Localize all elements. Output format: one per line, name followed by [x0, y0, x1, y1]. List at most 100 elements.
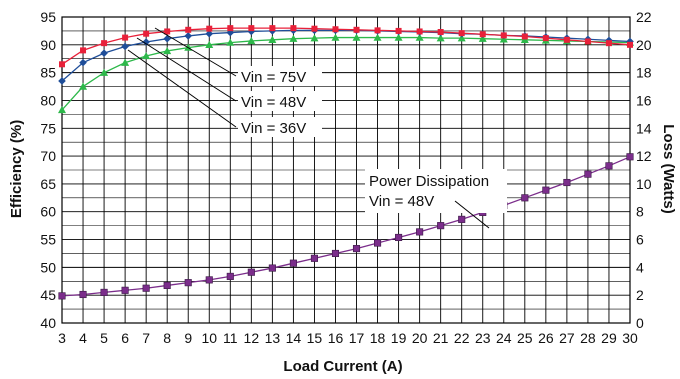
series-0-point-4	[143, 30, 150, 37]
annotation-75v: Vin = 75V	[241, 69, 306, 86]
y-tick-8: 80	[40, 92, 56, 108]
series-2-point-20	[478, 34, 487, 42]
x-tick-24: 27	[559, 330, 575, 346]
x-tick-labels: 3 4 5 6 7 8 9 10 11 12 13 14 15 16 17 18 19 20 21 22 23 24 25 2…	[58, 330, 638, 346]
series-1-point-4	[142, 38, 150, 46]
x-tick-1: 4	[79, 330, 87, 346]
x-tick-23: 26	[538, 330, 554, 346]
series-line-0	[61, 27, 631, 65]
series-2-point-0	[58, 105, 66, 114]
series-0-point-24	[563, 36, 570, 43]
series-3-point-17	[416, 228, 424, 236]
series-0-point-13	[332, 26, 339, 33]
y2-tick-4: 8	[636, 204, 644, 220]
annotations: Vin = 75V Vin = 48V Vin = 36V Power Diss…	[127, 27, 507, 229]
y-tick-10: 90	[40, 37, 56, 53]
series-3-point-1	[79, 290, 87, 299]
series-0-point-5	[164, 28, 171, 35]
series-0-point-15	[374, 27, 381, 34]
series-3-point-10	[268, 264, 276, 272]
y2-tick-9: 18	[636, 65, 652, 81]
annotation-power-line2: Vin = 48V	[369, 193, 434, 210]
y-tick-3: 55	[40, 232, 56, 248]
series-3-point-6	[184, 279, 192, 287]
x-tick-18: 21	[433, 330, 449, 346]
series-2-point-12	[310, 34, 319, 42]
series-2-point-14	[352, 33, 361, 41]
series-3-point-22	[521, 194, 529, 202]
series-2	[58, 33, 634, 114]
series-0-point-23	[542, 35, 549, 42]
y-tick-5: 65	[40, 176, 56, 192]
y-tick-9: 85	[40, 65, 56, 81]
annotation-48v: Vin = 48V	[241, 94, 306, 111]
x-tick-26: 29	[601, 330, 617, 346]
y-tick-11: 95	[40, 9, 56, 25]
series-3-point-4	[142, 284, 150, 292]
y2-tick-11: 22	[636, 9, 652, 25]
series-2-point-16	[394, 33, 403, 41]
series-3-point-18	[437, 222, 445, 230]
y2-tick-1: 2	[636, 287, 644, 303]
series-2-point-19	[457, 34, 466, 42]
leader-36v	[127, 49, 237, 128]
series-0-point-0	[59, 61, 65, 68]
leader-power	[454, 200, 490, 229]
series-3-point-15	[374, 239, 382, 247]
x-tick-12: 15	[307, 330, 323, 346]
series-0-point-3	[122, 34, 129, 41]
y-axis-title: Efficiency (%)	[8, 120, 25, 218]
series-2-point-4	[142, 51, 151, 60]
y2-tick-5: 10	[636, 176, 652, 192]
series-3-point-14	[352, 245, 361, 253]
series-1-point-7	[205, 29, 214, 38]
x-tick-2: 5	[100, 330, 108, 346]
series-3-point-9	[247, 268, 255, 276]
y-tick-7: 75	[40, 120, 56, 136]
annotation-power-line1: Power Dissipation	[369, 173, 489, 190]
y-tick-0: 40	[40, 315, 56, 331]
y-tick-labels: 40 45 50 55 60 65 70 75 80 85 90 95	[40, 9, 56, 331]
annotation-75v-bg	[238, 66, 322, 86]
x-tick-0: 3	[58, 330, 66, 346]
series-line-3	[61, 156, 631, 297]
series-0-point-2	[101, 40, 108, 47]
x-tick-4: 7	[142, 330, 150, 346]
series-0-point-12	[311, 25, 318, 32]
series-1-point-2	[100, 49, 108, 57]
series-0-point-11	[290, 25, 297, 32]
y2-tick-0: 0	[636, 315, 644, 331]
series-3-point-7	[205, 276, 213, 284]
y2-axis-title: Loss (Watts)	[660, 124, 677, 213]
leader-48v	[136, 37, 237, 102]
plot-frame	[61, 16, 631, 324]
series-2-point-5	[163, 46, 172, 55]
annotation-36v-bg	[238, 117, 322, 137]
x-tick-3: 6	[121, 330, 129, 346]
series-1-point-5	[163, 34, 171, 43]
annotation-power-bg	[365, 169, 507, 213]
y2-tick-3: 6	[636, 232, 644, 248]
series-0-point-20	[479, 31, 486, 38]
x-tick-19: 22	[454, 330, 470, 346]
series-2-point-3	[121, 58, 130, 66]
y-tick-4: 60	[40, 204, 56, 220]
series-3-point-0	[58, 292, 66, 300]
series-0-point-16	[395, 27, 402, 34]
x-tick-21: 24	[496, 330, 512, 346]
series-3-point-24	[563, 178, 571, 187]
y-tick-1: 45	[40, 287, 56, 303]
series-0-point-17	[416, 28, 423, 35]
series-1-point-0	[58, 77, 66, 85]
x-tick-27: 30	[622, 330, 638, 346]
series-3	[58, 153, 634, 300]
x-tick-13: 16	[328, 330, 344, 346]
series-3-point-19	[458, 215, 466, 223]
annotation-48v-bg	[238, 91, 322, 111]
series-3-point-12	[310, 254, 318, 262]
x-tick-16: 19	[391, 330, 407, 346]
series-2-point-9	[247, 36, 256, 45]
series-1-point-27	[626, 37, 634, 46]
x-axis-title: Load Current (A)	[283, 358, 402, 375]
